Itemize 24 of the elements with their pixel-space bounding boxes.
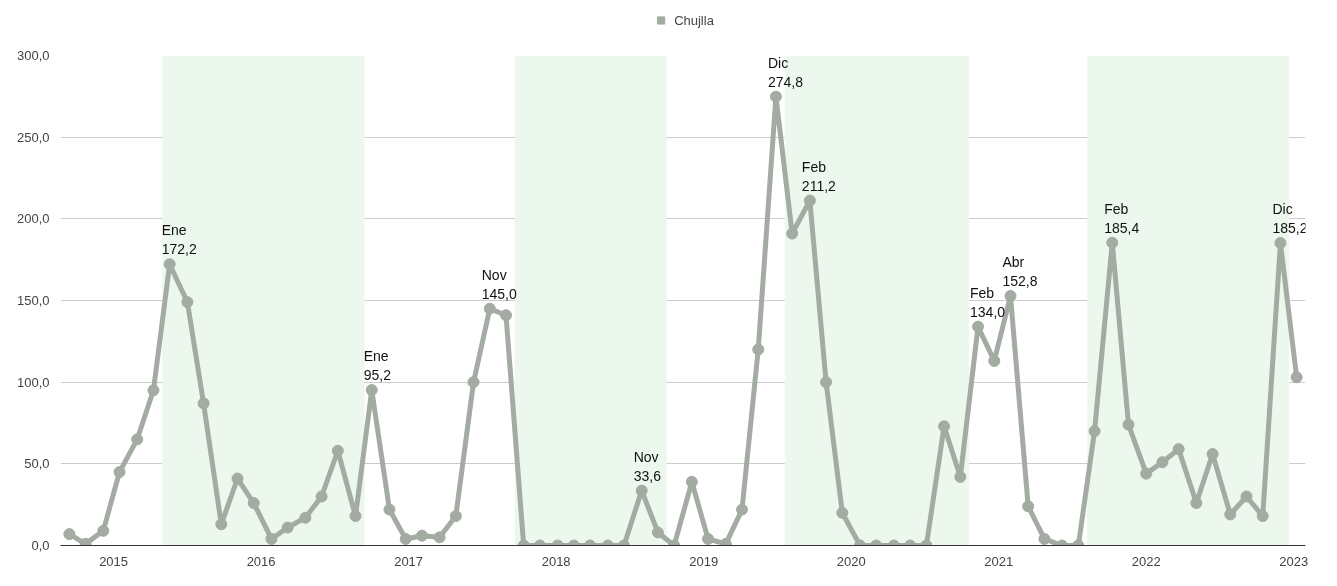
y-tick-label: 0,0 [31, 538, 50, 553]
x-tick-label: 2022 [1131, 553, 1161, 569]
x-tick-label: 2021 [984, 553, 1014, 569]
y-tick-label: 150,0 [16, 293, 50, 308]
x-tick-label: 2015 [99, 553, 129, 569]
annotation: Nov 145,0 [481, 266, 518, 302]
x-tick-label: 2017 [394, 553, 424, 569]
annotation: Ene 95,2 [363, 348, 392, 384]
y-tick-label: 300,0 [16, 48, 50, 63]
y-tick-label: 200,0 [16, 211, 50, 227]
x-tick-label: 2019 [689, 553, 719, 569]
legend-label: Chujlla [674, 12, 714, 28]
x-tick-label: 2020 [836, 553, 866, 569]
annotation: Nov 33,6 [633, 448, 662, 484]
annotation: Feb 211,2 [801, 158, 837, 194]
y-tick-label: 100,0 [16, 374, 50, 390]
x-tick-label: 2018 [541, 553, 571, 569]
annotation: Feb 185,4 [1104, 200, 1140, 236]
x-tick-label: 2023 [1279, 553, 1309, 569]
y-tick-label: 50,0 [24, 456, 50, 472]
y-tick-label: 250,0 [16, 129, 50, 145]
x-tick-label: 2016 [246, 553, 276, 569]
annotation: Ene 172,2 [161, 222, 197, 258]
annotation: Dic 274,8 [767, 54, 804, 90]
